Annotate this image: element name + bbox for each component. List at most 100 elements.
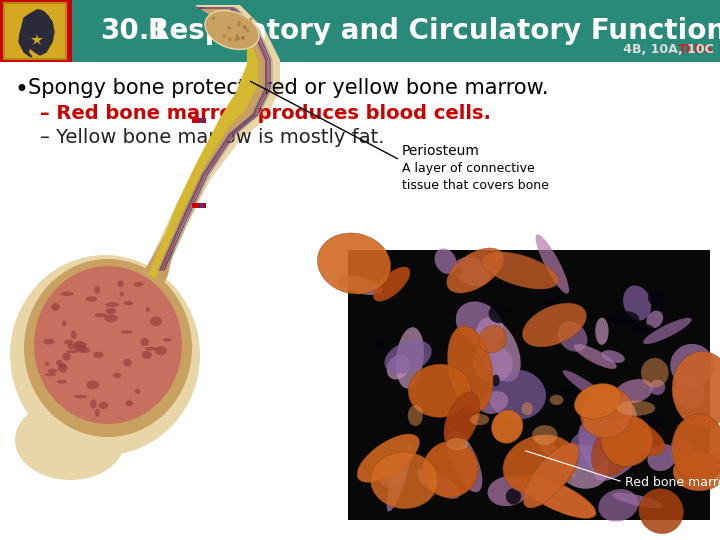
Ellipse shape <box>384 340 432 374</box>
Ellipse shape <box>371 452 438 509</box>
Ellipse shape <box>630 324 654 335</box>
Ellipse shape <box>649 380 665 395</box>
Ellipse shape <box>120 292 124 297</box>
Ellipse shape <box>446 248 503 293</box>
Ellipse shape <box>86 296 97 302</box>
Ellipse shape <box>639 489 683 534</box>
Ellipse shape <box>408 364 471 417</box>
Ellipse shape <box>106 308 116 314</box>
Ellipse shape <box>601 350 625 363</box>
Ellipse shape <box>536 435 575 477</box>
Ellipse shape <box>615 379 653 403</box>
Polygon shape <box>19 10 54 57</box>
Ellipse shape <box>73 342 87 348</box>
Ellipse shape <box>104 314 118 322</box>
Ellipse shape <box>670 344 714 387</box>
Ellipse shape <box>24 259 192 437</box>
Ellipse shape <box>62 321 66 326</box>
Ellipse shape <box>63 353 71 361</box>
Ellipse shape <box>123 359 132 367</box>
Ellipse shape <box>479 326 506 353</box>
Text: Respiratory and Circulatory Functions: Respiratory and Circulatory Functions <box>148 17 720 45</box>
Ellipse shape <box>673 379 705 408</box>
Ellipse shape <box>124 301 133 305</box>
Ellipse shape <box>641 358 669 388</box>
Bar <box>195 203 203 208</box>
Ellipse shape <box>377 339 384 349</box>
Ellipse shape <box>580 387 633 438</box>
Ellipse shape <box>408 405 423 426</box>
Ellipse shape <box>249 18 253 21</box>
Ellipse shape <box>487 476 528 506</box>
Ellipse shape <box>145 347 158 350</box>
Ellipse shape <box>205 11 259 50</box>
Ellipse shape <box>90 400 96 409</box>
Text: Red bone marrow: Red bone marrow <box>625 476 720 489</box>
Ellipse shape <box>68 343 76 349</box>
Ellipse shape <box>682 434 694 441</box>
FancyBboxPatch shape <box>348 250 710 520</box>
Text: 30.1: 30.1 <box>100 17 168 45</box>
Ellipse shape <box>487 259 517 266</box>
Ellipse shape <box>454 257 490 286</box>
Ellipse shape <box>542 297 561 319</box>
Ellipse shape <box>45 373 56 376</box>
Polygon shape <box>138 8 268 292</box>
Ellipse shape <box>15 400 125 480</box>
Ellipse shape <box>135 388 140 394</box>
Ellipse shape <box>57 380 67 383</box>
Ellipse shape <box>155 346 167 355</box>
Ellipse shape <box>647 310 663 328</box>
Ellipse shape <box>583 407 665 456</box>
Ellipse shape <box>672 352 720 428</box>
Ellipse shape <box>648 291 669 306</box>
Ellipse shape <box>590 394 636 437</box>
Polygon shape <box>148 10 258 278</box>
Ellipse shape <box>480 391 508 414</box>
Polygon shape <box>130 222 178 308</box>
Ellipse shape <box>482 252 559 289</box>
Ellipse shape <box>140 338 149 346</box>
Ellipse shape <box>93 352 104 359</box>
Ellipse shape <box>150 316 162 326</box>
Polygon shape <box>130 5 280 308</box>
Ellipse shape <box>601 415 653 467</box>
Ellipse shape <box>563 370 613 406</box>
Ellipse shape <box>595 318 608 345</box>
Ellipse shape <box>243 26 246 30</box>
Ellipse shape <box>575 383 621 419</box>
Ellipse shape <box>234 38 238 41</box>
Ellipse shape <box>71 330 76 339</box>
Ellipse shape <box>673 452 720 491</box>
Ellipse shape <box>612 492 663 508</box>
Ellipse shape <box>94 313 107 318</box>
Ellipse shape <box>523 303 586 347</box>
FancyBboxPatch shape <box>4 3 66 59</box>
Ellipse shape <box>472 346 513 383</box>
Ellipse shape <box>454 267 462 276</box>
FancyBboxPatch shape <box>0 0 720 62</box>
Ellipse shape <box>647 444 676 471</box>
Ellipse shape <box>117 280 124 287</box>
Ellipse shape <box>518 475 596 518</box>
Text: 4B, 10A, 10C: 4B, 10A, 10C <box>598 43 714 56</box>
Ellipse shape <box>74 395 87 398</box>
Ellipse shape <box>43 339 54 345</box>
Text: TEKS: TEKS <box>678 43 714 56</box>
Text: •: • <box>14 78 28 102</box>
Ellipse shape <box>444 392 480 448</box>
Ellipse shape <box>58 363 68 373</box>
Ellipse shape <box>492 375 500 386</box>
Text: A layer of connective
tissue that covers bone: A layer of connective tissue that covers… <box>402 162 549 192</box>
Ellipse shape <box>338 276 382 295</box>
Ellipse shape <box>228 26 230 29</box>
Ellipse shape <box>489 304 509 323</box>
Bar <box>192 118 200 123</box>
Ellipse shape <box>121 330 132 334</box>
Ellipse shape <box>423 441 478 497</box>
Ellipse shape <box>99 402 108 409</box>
Ellipse shape <box>536 234 569 294</box>
Ellipse shape <box>238 23 240 26</box>
Ellipse shape <box>476 318 521 382</box>
Ellipse shape <box>242 37 245 40</box>
